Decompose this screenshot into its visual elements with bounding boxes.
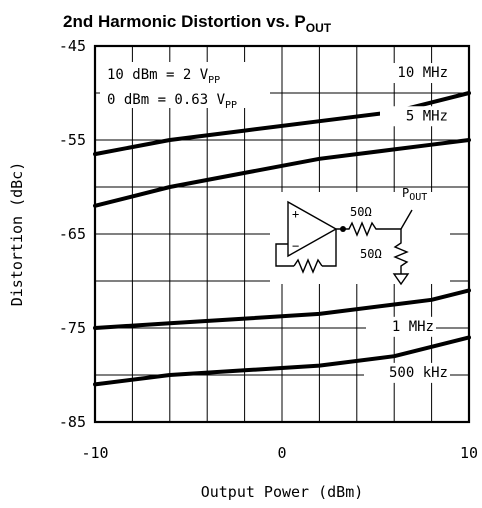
annotation-line-1: 10 dBm = 2 VPP xyxy=(107,67,220,86)
series-resistor-label: 50Ω xyxy=(350,205,372,219)
tick-labels: -10 0 10 -85 -75 -65 -55 -45 xyxy=(59,37,478,462)
series-label-3: 500 kHz xyxy=(389,365,448,381)
output-power-label: POUT xyxy=(402,186,427,203)
x-tick-label: 0 xyxy=(277,444,286,462)
annotation-background xyxy=(100,62,270,108)
load-resistor-label: 50Ω xyxy=(360,247,382,261)
chart-title-subscript: OUT xyxy=(306,21,332,35)
series-label-0: 10 MHz xyxy=(397,65,448,81)
annotation-line-1-sub: PP xyxy=(208,75,220,86)
y-axis-label: Distortion (dBc) xyxy=(8,162,26,307)
output-power-label-main: P xyxy=(402,186,409,200)
series-line-0 xyxy=(93,91,471,157)
annotation-line-2-main: 0 dBm = 0.63 V xyxy=(107,92,226,108)
series-line-2 xyxy=(93,288,471,330)
x-tick-label: -10 xyxy=(81,444,108,462)
series-label-background xyxy=(364,362,450,383)
plot-frame xyxy=(93,44,471,424)
x-tick-label: 10 xyxy=(460,444,478,462)
feedback-return-wire xyxy=(322,229,337,267)
series-resistor xyxy=(336,221,401,237)
y-tick-label: -55 xyxy=(59,131,86,149)
series-line-1 xyxy=(93,138,471,208)
y-tick-label: -65 xyxy=(59,225,86,243)
series-label-background xyxy=(364,63,450,84)
series-label-2: 1 MHz xyxy=(392,319,434,335)
series-label-background xyxy=(380,106,450,127)
ground-symbol xyxy=(392,273,410,286)
op-amp-symbol xyxy=(287,200,338,258)
y-tick-label: -45 xyxy=(59,37,86,55)
annotation-line-2: 0 dBm = 0.63 VPP xyxy=(107,92,237,111)
output-lead xyxy=(400,209,413,230)
output-power-label-sub: OUT xyxy=(409,192,427,203)
circuit-background xyxy=(270,192,450,284)
chart-title-main: 2nd Harmonic Distortion vs. P xyxy=(63,12,306,31)
load-resistor xyxy=(393,229,409,274)
series-labels: 10 MHz 5 MHz 1 MHz 500 kHz xyxy=(364,63,450,383)
y-tick-label: -75 xyxy=(59,319,86,337)
feedback-wire xyxy=(275,243,294,267)
annotation-line-2-sub: PP xyxy=(225,100,237,111)
chart-title: 2nd Harmonic Distortion vs. POUT xyxy=(63,12,332,35)
data-curves xyxy=(93,91,471,387)
op-amp-minus-sign: − xyxy=(292,239,299,253)
annotation-line-1-main: 10 dBm = 2 V xyxy=(107,67,209,83)
feedback-resistor xyxy=(293,258,323,274)
series-label-background xyxy=(366,316,436,337)
op-amp-plus-sign: + xyxy=(292,207,299,221)
series-label-1: 5 MHz xyxy=(406,108,448,124)
series-line-3 xyxy=(93,335,471,387)
x-axis-label: Output Power (dBm) xyxy=(201,483,364,501)
test-circuit-diagram: + − 50Ω POUT 50Ω xyxy=(270,186,450,286)
y-tick-label: -85 xyxy=(59,413,86,431)
